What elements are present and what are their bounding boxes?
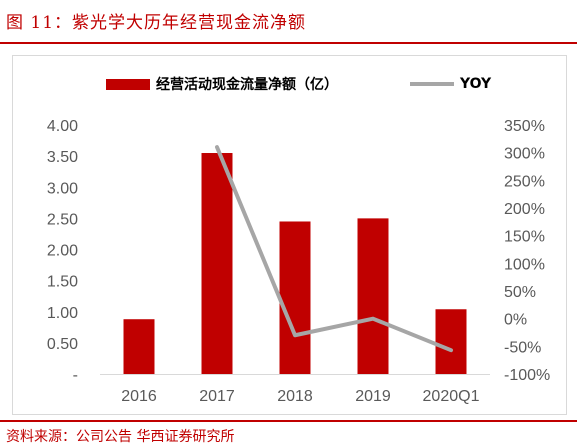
y-right-tick-label: 200% [504, 201, 545, 218]
y-left-tick-label: 2.00 [47, 243, 78, 260]
y-left-tick-label: 4.00 [47, 118, 78, 135]
y-left-tick-label: 1.00 [47, 305, 78, 322]
bar [123, 319, 155, 374]
legend-line-swatch [410, 82, 454, 86]
bar [201, 153, 233, 374]
legend-line-label: YOY [460, 76, 492, 92]
yoy-line [215, 145, 453, 353]
x-tick-label: 2017 [199, 388, 235, 405]
figure-title: 图 11：紫光学大历年经营现金流净额 [6, 13, 307, 33]
y-left-tick-label: 3.00 [47, 180, 78, 197]
y-right-tick-label: 0% [504, 312, 527, 329]
y-right-tick-label: -50% [504, 339, 541, 356]
x-tick-label: 2020Q1 [423, 388, 480, 405]
chart-legend: 经营活动现金流量净额（亿） YOY [0, 74, 577, 94]
x-tick-label: 2018 [277, 388, 313, 405]
y-left-tick-label: - [73, 367, 78, 384]
y-left-tick-label: 0.50 [47, 336, 78, 353]
legend-bar-swatch [106, 78, 150, 90]
y-right-tick-label: 350% [504, 118, 545, 135]
x-tick-label: 2019 [355, 388, 391, 405]
legend-bar-label: 经营活动现金流量净额（亿） [156, 77, 338, 93]
y-right-tick-label: 300% [504, 146, 545, 163]
y-right-tick-label: 250% [504, 173, 545, 190]
legend-item-bar: 经营活动现金流量净额（亿） [106, 74, 338, 94]
y-right-tick-label: -100% [504, 367, 550, 384]
title-divider [0, 42, 577, 44]
source-note: 资料来源：公司公告 华西证券研究所 [6, 429, 235, 445]
legend-item-line: YOY [410, 74, 491, 94]
y-left-tick-label: 2.50 [47, 211, 78, 228]
chart-frame [12, 55, 567, 415]
y-right-tick-label: 50% [504, 284, 536, 301]
y-left-tick-label: 3.50 [47, 149, 78, 166]
footer-divider [0, 420, 577, 422]
y-right-tick-label: 150% [504, 229, 545, 246]
bar [435, 309, 467, 374]
bar [279, 221, 311, 374]
y-left-tick-label: 1.50 [47, 274, 78, 291]
bar [357, 218, 389, 374]
y-right-tick-label: 100% [504, 256, 545, 273]
x-tick-label: 2016 [121, 388, 157, 405]
